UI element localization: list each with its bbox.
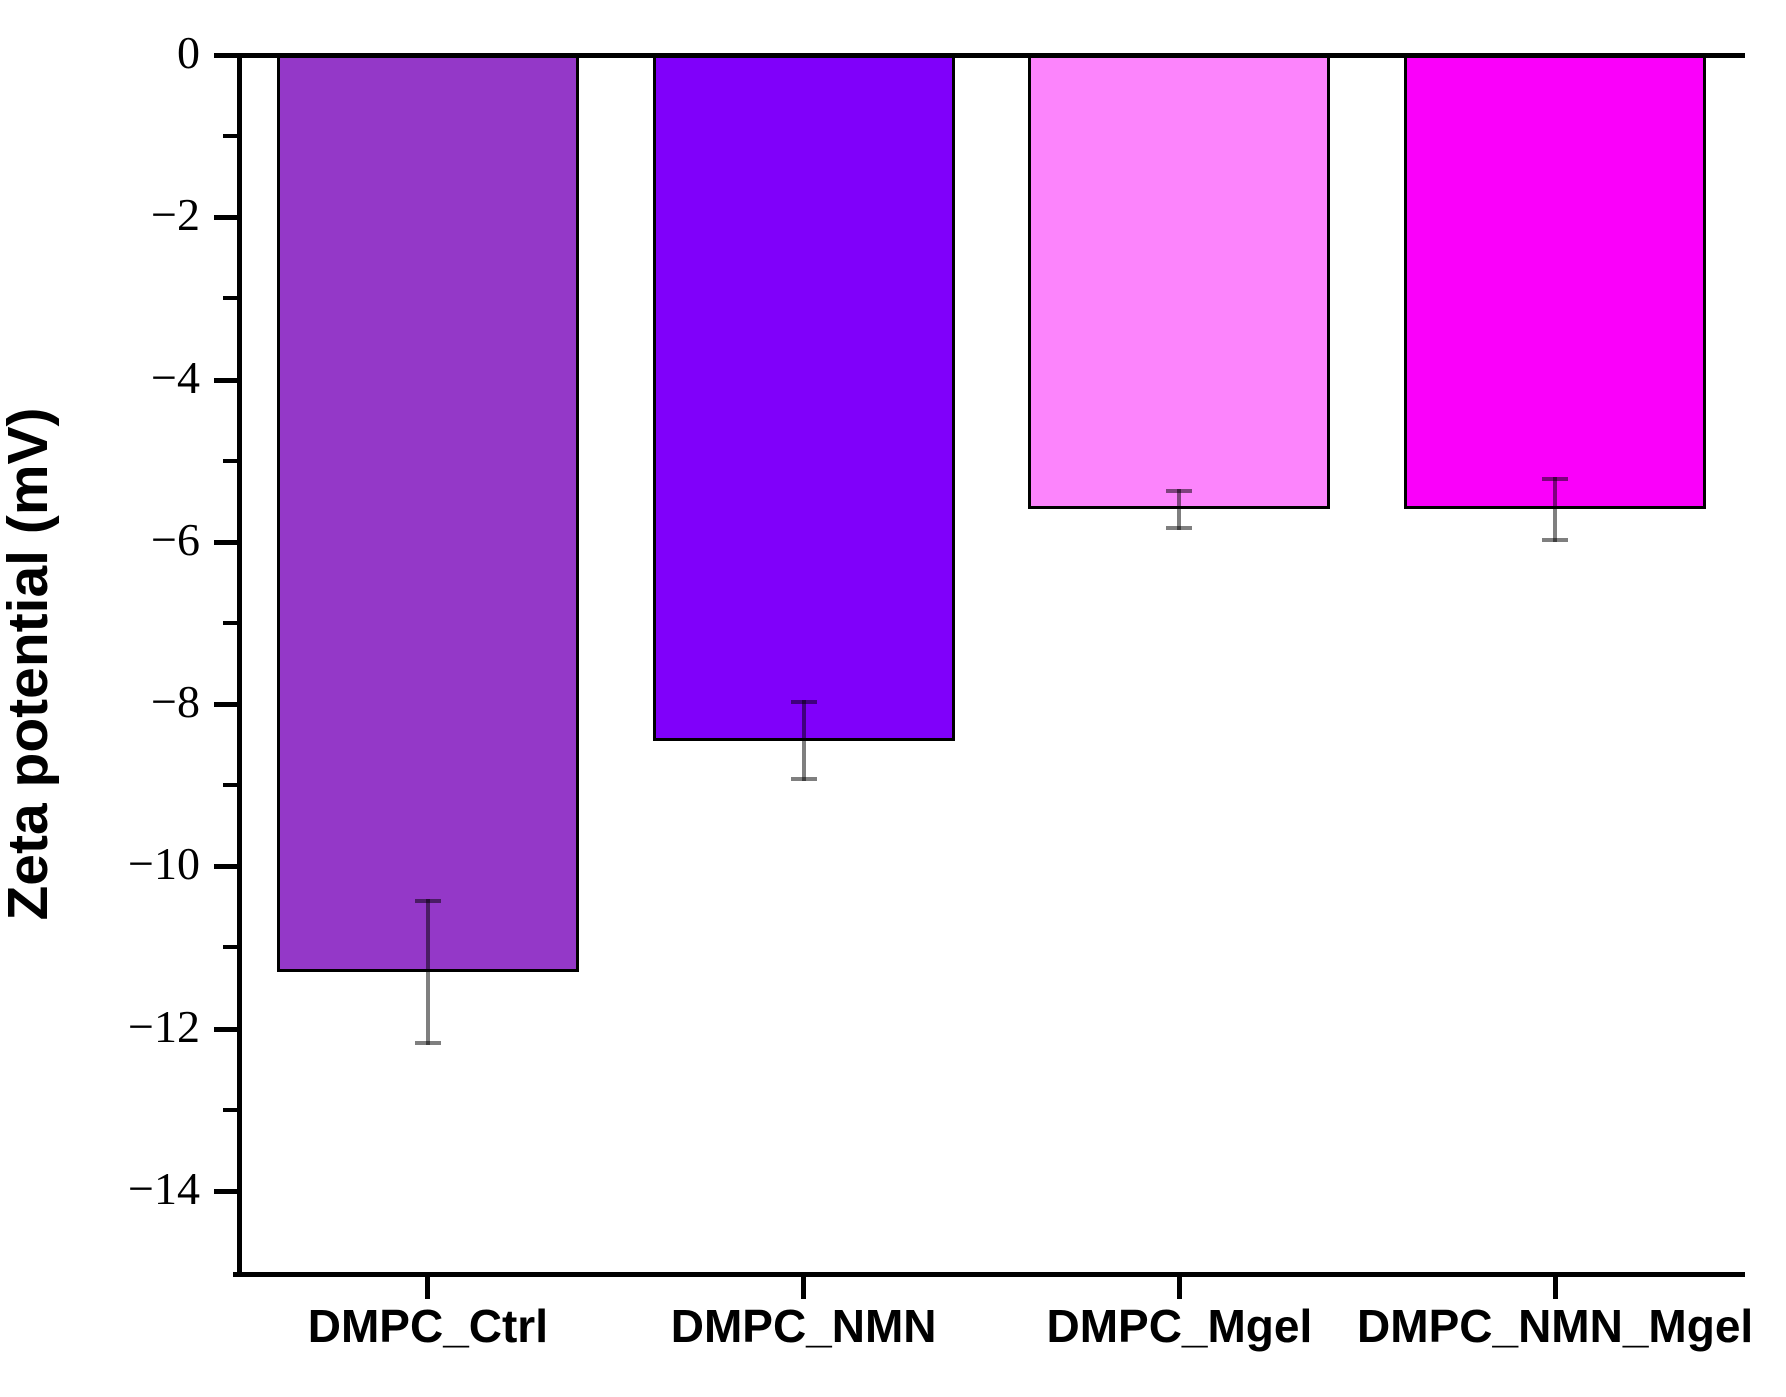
x-tick-dmpc-mgel — [1176, 1274, 1182, 1299]
y-tick-label: −6 — [151, 513, 200, 565]
y-minor-tick — [223, 458, 237, 463]
error-bar-part — [790, 777, 817, 782]
error-bar-part — [425, 898, 430, 1045]
y-tick-label: −8 — [151, 676, 200, 728]
error-bar-part — [1166, 525, 1193, 530]
x-tick-dmpc-nmn-mgel — [1552, 1274, 1558, 1299]
x-label-dmpc-nmn: DMPC_NMN — [670, 1300, 937, 1352]
error-bar-part — [414, 898, 441, 903]
y-tick-label: −10 — [128, 838, 200, 890]
y-major-tick — [214, 864, 237, 870]
y-major-tick — [214, 702, 237, 708]
y-tick-label: −2 — [151, 189, 200, 241]
error-bar-part — [790, 700, 817, 704]
zero-baseline — [238, 53, 1745, 58]
error-bar-part — [1542, 537, 1569, 542]
y-minor-tick — [223, 296, 237, 301]
error-bar-part — [1177, 489, 1182, 530]
x-tick-dmpc-nmn — [801, 1274, 807, 1299]
y-tick-label: 0 — [177, 27, 200, 78]
y-major-tick — [214, 53, 237, 58]
y-minor-tick — [223, 1107, 237, 1112]
bar-dmpc-mgel — [1028, 55, 1331, 510]
x-tick-dmpc-ctrl — [425, 1274, 431, 1299]
bar-dmpc-ctrl — [276, 55, 579, 972]
error-bar-part — [801, 700, 806, 782]
error-bar-part — [1542, 476, 1569, 481]
error-bar-part — [414, 1040, 441, 1045]
y-major-tick — [214, 539, 237, 545]
y-minor-tick — [223, 134, 237, 139]
y-tick-label: −4 — [151, 351, 200, 403]
y-major-tick — [214, 377, 237, 383]
bar-dmpc-nmn-mgel — [1404, 55, 1707, 510]
x-label-dmpc-mgel: DMPC_Mgel — [1046, 1300, 1313, 1352]
y-minor-tick — [223, 620, 237, 625]
plot-area: Zeta potential (mV) 0 −2 −4 −6 −8 −10 −12 −14 DM… — [0, 30, 1753, 1353]
error-bar-part — [1553, 476, 1558, 542]
y-axis-spine — [237, 53, 242, 1277]
y-minor-tick — [223, 783, 237, 788]
x-axis-spine — [233, 1272, 1745, 1277]
y-tick-label: −14 — [128, 1162, 200, 1214]
y-major-tick — [214, 215, 237, 221]
x-label-dmpc-nmn-mgel: DMPC_NMN_Mgel — [1357, 1300, 1754, 1352]
x-label-dmpc-ctrl: DMPC_Ctrl — [307, 1300, 548, 1352]
y-tick-label: −12 — [128, 1000, 200, 1052]
y-major-tick — [214, 1188, 237, 1194]
error-bar-part — [1166, 489, 1193, 494]
y-major-tick — [214, 1026, 237, 1032]
bar-dmpc-nmn — [652, 55, 955, 741]
y-minor-tick — [223, 945, 237, 950]
